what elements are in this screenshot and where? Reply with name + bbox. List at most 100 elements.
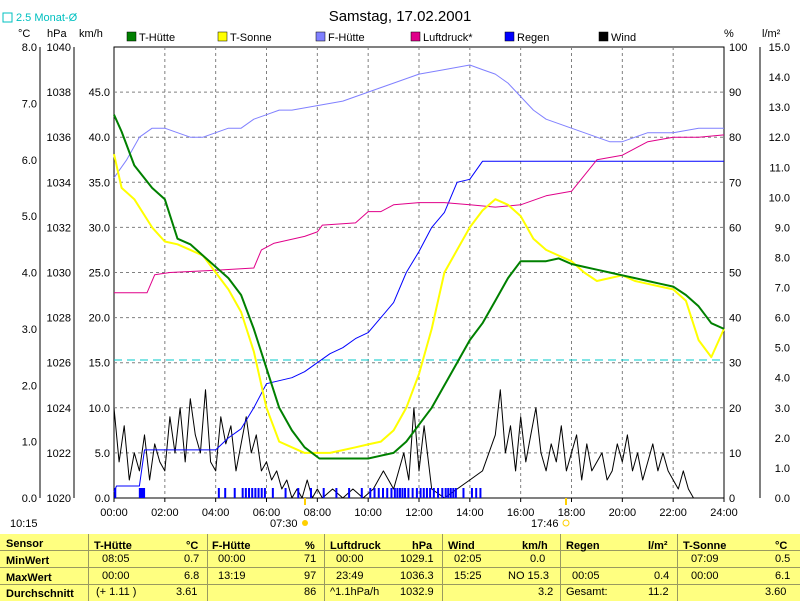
- pressure-tick-label: 1034: [47, 177, 71, 189]
- f-huette-max-time: 13:19: [218, 570, 246, 582]
- rain-tick-label: 7.0: [775, 283, 790, 295]
- row-label-avg: Durchschnitt: [6, 588, 74, 600]
- t-sonne-max-time: 00:00: [691, 570, 719, 582]
- luftdruck-max-time: 23:49: [336, 570, 364, 582]
- table-divider: [677, 534, 678, 601]
- x-tick-label: 00:00: [100, 507, 128, 519]
- x-tick-label: 22:00: [659, 507, 687, 519]
- x-tick-label: 04:00: [202, 507, 230, 519]
- mode-label: 2.5 Monat-Ø: [16, 12, 78, 24]
- legend-swatch: [217, 31, 228, 42]
- humidity-tick-label: 60: [729, 222, 741, 234]
- rain-tick-label: 13.0: [769, 102, 790, 114]
- regen-avg-note: Gesamt:: [566, 586, 608, 598]
- rain-tick-label: 8.0: [775, 252, 790, 264]
- pressure-tick-label: 1020: [47, 493, 71, 505]
- time-left-label: 10:15: [10, 518, 38, 530]
- col-header-t-huette: T-Hütte: [94, 540, 132, 552]
- legend-swatch: [126, 31, 137, 42]
- col-header-t-sonne: T-Sonne: [683, 540, 727, 552]
- legend-label: Regen: [517, 32, 549, 44]
- wind-tick-label: 35.0: [89, 177, 110, 189]
- rain-tick-label: 14.0: [769, 72, 790, 84]
- rain-tick-label: 5.0: [775, 343, 790, 355]
- col-unit-t-sonne: °C: [775, 540, 788, 552]
- pressure-tick-label: 1028: [47, 313, 71, 325]
- legend-label: F-Hütte: [328, 32, 365, 44]
- legend-label: T-Sonne: [230, 32, 272, 44]
- rain-tick-label: 11.0: [769, 162, 790, 174]
- col-unit-f-huette: %: [305, 540, 315, 552]
- table-divider: [0, 567, 800, 568]
- rain-tick-label: 10.0: [769, 192, 790, 204]
- x-tick-label: 06:00: [253, 507, 281, 519]
- sunset-label: 17:46: [531, 518, 559, 530]
- humidity-tick-label: 10: [729, 448, 741, 460]
- t-sonne-avg-val: 3.60: [765, 586, 787, 598]
- luftdruck-min-val: 1029.1: [400, 553, 434, 565]
- axis-unit-wind: km/h: [79, 28, 103, 40]
- right-axes: 0 10 20 30 40 50 60 70 80 90 100 0.0 1.0 2.0 3.0 4.0 5.0…: [729, 42, 790, 505]
- rain-tick-label: 6.0: [775, 313, 790, 325]
- rain-tick-label: 12.0: [769, 132, 790, 144]
- wind-min-time: 02:05: [454, 553, 482, 565]
- row-label-max: MaxWert: [6, 572, 52, 584]
- axis-unit-pressure: hPa: [47, 28, 67, 40]
- pressure-tick-label: 1030: [47, 268, 71, 280]
- luftdruck-avg-note: ^1.1hPa/h: [330, 586, 380, 598]
- col-unit-regen: l/m²: [648, 540, 668, 552]
- f-huette-max-val: 97: [304, 570, 317, 582]
- table-divider: [88, 534, 89, 601]
- axis-unit-rain: l/m²: [762, 28, 781, 40]
- row-label-min: MinWert: [6, 555, 50, 567]
- rain-event-bars: [114, 488, 482, 498]
- axis-unit-temp: °C: [18, 28, 30, 40]
- mode-checkbox[interactable]: [2, 12, 13, 23]
- wind-tick-label: 25.0: [89, 268, 110, 280]
- series-line-regen: [113, 160, 724, 493]
- wind-tick-label: 0.0: [95, 493, 110, 505]
- humidity-tick-label: 70: [729, 177, 741, 189]
- col-header-regen: Regen: [566, 540, 600, 552]
- sunrise-marker: [302, 520, 308, 526]
- temp-tick-label: 0.0: [22, 493, 37, 505]
- x-tick-label: 12:00: [405, 507, 433, 519]
- wind-tick-label: 10.0: [89, 403, 110, 415]
- legend-label: Luftdruck*: [423, 32, 473, 44]
- regen-avg-val: 11.2: [648, 586, 669, 598]
- wind-tick-label: 15.0: [89, 358, 110, 370]
- f-huette-min-time: 00:00: [218, 553, 246, 565]
- temp-tick-label: 3.0: [22, 324, 37, 336]
- legend-swatch: [410, 31, 421, 42]
- axis-unit-humidity: %: [724, 28, 734, 40]
- row-label-sensor: Sensor: [6, 538, 44, 550]
- table-divider: [560, 534, 561, 601]
- temp-tick-label: 6.0: [22, 155, 37, 167]
- pressure-tick-label: 1036: [47, 132, 71, 144]
- f-huette-min-val: 71: [304, 553, 317, 565]
- col-unit-wind: km/h: [522, 540, 548, 552]
- temp-tick-label: 4.0: [22, 268, 37, 280]
- sunset-marker: [562, 519, 570, 527]
- legend-swatch: [315, 31, 326, 42]
- x-tick-label: 10:00: [354, 507, 382, 519]
- humidity-tick-label: 100: [729, 42, 747, 54]
- x-tick-label: 16:00: [507, 507, 535, 519]
- humidity-tick-label: 30: [729, 358, 741, 370]
- wind-tick-label: 30.0: [89, 222, 110, 234]
- t-huette-max-time: 00:00: [102, 570, 130, 582]
- t-sonne-min-time: 07:09: [691, 553, 719, 565]
- x-axis: 00:00 02:00 04:00 06:00 08:00 10:00 12:00 14:00…: [100, 498, 738, 519]
- col-unit-luftdruck: hPa: [412, 540, 433, 552]
- legend-swatch: [504, 31, 515, 42]
- humidity-tick-label: 20: [729, 403, 741, 415]
- weather-chart: Samstag, 17.02.2001 2.5 Monat-Ø °C hPa k…: [2, 8, 790, 530]
- wind-tick-label: 20.0: [89, 313, 110, 325]
- luftdruck-avg-val: 1032.9: [400, 586, 434, 598]
- x-tick-label: 14:00: [456, 507, 484, 519]
- t-sonne-min-val: 0.5: [775, 553, 791, 565]
- legend-label: Wind: [611, 32, 636, 44]
- temp-tick-label: 8.0: [22, 42, 37, 54]
- x-tick-label: 20:00: [609, 507, 637, 519]
- series-line-luftdruck: [114, 134, 725, 294]
